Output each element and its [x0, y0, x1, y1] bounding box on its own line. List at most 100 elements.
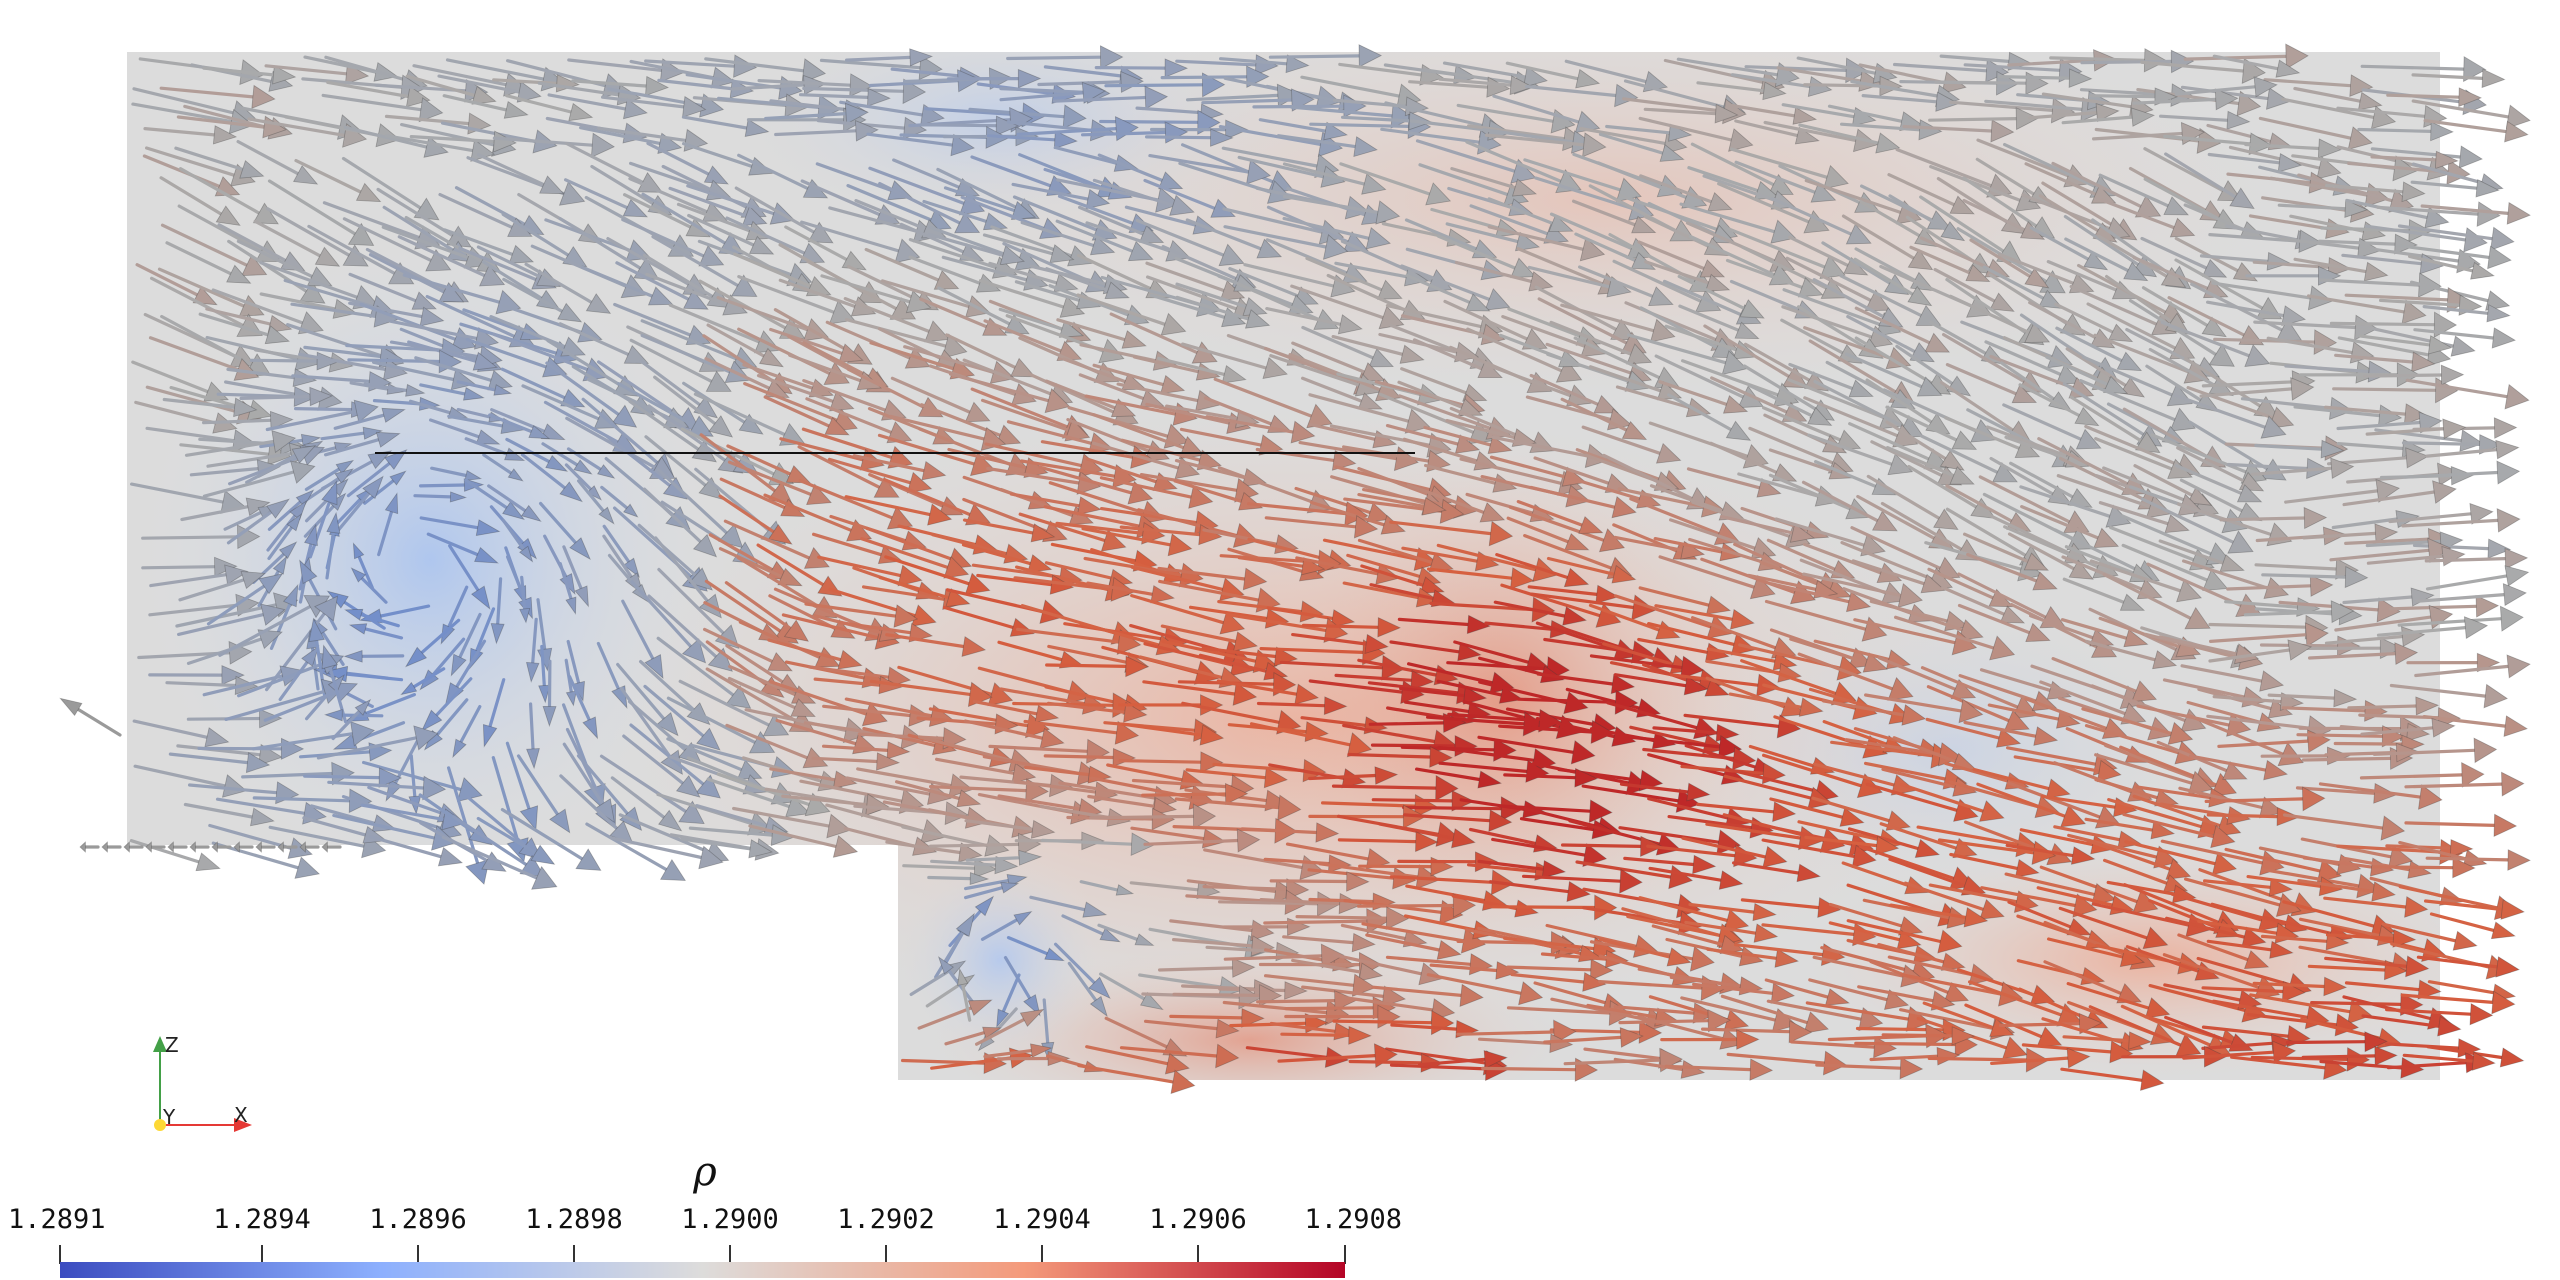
velocity-arrow-head — [2495, 439, 2520, 460]
velocity-arrow-shaft — [1927, 1056, 2029, 1062]
velocity-arrow-shaft — [1258, 118, 1327, 133]
velocity-arrow-shaft — [1748, 384, 1814, 418]
velocity-arrow-head — [101, 841, 108, 853]
velocity-arrow-shaft — [1205, 415, 1295, 434]
velocity-arrow-head — [2130, 107, 2156, 127]
velocity-arrow-shaft — [1002, 242, 1092, 284]
velocity-arrow-head — [1762, 81, 1787, 101]
velocity-arrow-head — [492, 130, 517, 153]
velocity-arrow-shaft — [1399, 686, 1467, 698]
velocity-arrow-shaft — [1445, 222, 1520, 244]
velocity-arrow-shaft — [1404, 218, 1478, 251]
velocity-arrow-head — [1233, 631, 1259, 652]
velocity-arrow-shaft — [2140, 497, 2235, 544]
velocity-arrow-head — [2475, 178, 2500, 198]
velocity-arrow-head — [2349, 74, 2374, 98]
velocity-arrow-shaft — [1037, 80, 1123, 87]
velocity-arrow-shaft — [1988, 514, 2071, 555]
velocity-arrow-head — [908, 704, 933, 727]
velocity-arrow-shaft — [402, 273, 501, 304]
velocity-arrow-head — [1104, 281, 1130, 300]
velocity-arrow-head — [1823, 164, 1849, 190]
velocity-arrow-shaft — [2334, 615, 2433, 632]
velocity-arrow-shaft — [1130, 565, 1225, 592]
velocity-arrow-head — [1611, 564, 1637, 584]
velocity-arrow-shaft — [1331, 335, 1405, 356]
velocity-arrow-shaft — [1537, 297, 1629, 345]
velocity-arrow-shaft — [2062, 577, 2126, 604]
velocity-arrow-shaft — [492, 136, 594, 147]
velocity-arrow-shaft — [1997, 252, 2075, 285]
velocity-arrow-shaft — [1013, 576, 1115, 592]
velocity-arrow-shaft — [2266, 336, 2354, 355]
velocity-arrow-shaft — [1228, 267, 1300, 298]
velocity-arrow-head — [688, 567, 713, 591]
velocity-arrow-shaft — [1397, 380, 1464, 409]
velocity-arrow-head — [1935, 91, 1960, 112]
velocity-arrow-shaft — [1492, 94, 1581, 124]
velocity-arrow-shaft — [602, 524, 631, 564]
velocity-arrow-shaft — [131, 360, 210, 394]
velocity-arrow-shaft — [1644, 260, 1711, 285]
velocity-arrow-shaft — [2061, 115, 2134, 125]
velocity-arrow-head — [294, 856, 321, 879]
velocity-arrow-shaft — [160, 314, 253, 367]
velocity-arrow-shaft — [488, 413, 533, 434]
axis-y-label: Y — [162, 1105, 176, 1129]
velocity-arrow-head — [1555, 358, 1583, 383]
velocity-arrow-head — [1160, 312, 1187, 336]
velocity-arrow-shaft — [2062, 382, 2145, 436]
velocity-arrow-shaft — [2081, 707, 2173, 736]
velocity-arrow-shaft — [1798, 123, 1880, 145]
velocity-arrow-head — [1797, 277, 1824, 298]
velocity-arrow-shaft — [1243, 263, 1336, 288]
velocity-arrow-shaft — [1164, 404, 1239, 421]
velocity-arrow-shaft — [2183, 54, 2288, 61]
velocity-arrow-head — [2195, 392, 2221, 413]
velocity-arrow-head — [1958, 619, 1984, 641]
velocity-arrow-head — [1656, 380, 1683, 401]
velocity-arrow-head — [295, 489, 315, 507]
velocity-arrow-shaft — [226, 510, 273, 545]
velocity-arrow-shaft — [1854, 1041, 1957, 1047]
velocity-arrow-head — [2163, 196, 2190, 216]
velocity-arrow-shaft — [2302, 531, 2378, 540]
velocity-arrow-shaft — [1282, 194, 1380, 215]
velocity-arrow-shaft — [1385, 424, 1460, 446]
velocity-arrow-shaft — [2122, 407, 2209, 458]
velocity-arrow-head — [1323, 121, 1349, 141]
colorbar[interactable]: ρ 1.2891 1.2894 1.2896 1.2898 1.2900 1.2902 1.… — [8, 1149, 1402, 1278]
velocity-arrow-shaft — [1092, 178, 1175, 207]
velocity-arrow-shaft — [798, 93, 870, 100]
velocity-arrow-shaft — [868, 166, 966, 205]
velocity-arrow-shaft — [922, 199, 988, 223]
velocity-arrow-shaft — [597, 126, 688, 142]
velocity-arrow-head — [257, 629, 283, 650]
velocity-arrow-head — [1376, 279, 1403, 300]
velocity-arrow-shaft — [2162, 678, 2246, 699]
velocity-arrow-shaft — [1573, 336, 1661, 380]
velocity-arrow-head — [2374, 523, 2399, 544]
velocity-arrow-shaft — [236, 140, 300, 176]
velocity-arrow-shaft — [2027, 110, 2099, 120]
velocity-arrow-shaft — [1218, 987, 1287, 993]
velocity-arrow-shaft — [815, 162, 893, 192]
velocity-arrow-shaft — [1109, 312, 1199, 355]
orientation-axes[interactable]: Z Y X — [153, 1033, 252, 1132]
velocity-arrow-head — [574, 585, 589, 608]
velocity-arrow-shaft — [1459, 457, 1563, 485]
velocity-arrow-shaft — [1853, 618, 1957, 645]
velocity-arrow-shaft — [1768, 448, 1834, 473]
velocity-arrow-head — [897, 564, 923, 587]
velocity-arrow-shaft — [264, 64, 348, 76]
velocity-arrow-shaft — [1356, 903, 1455, 908]
velocity-arrow-head — [2119, 376, 2145, 398]
velocity-arrow-head — [2394, 642, 2419, 666]
velocity-arrow-shaft — [864, 247, 940, 282]
velocity-arrow-shaft — [1658, 380, 1729, 406]
velocity-arrow-head — [1864, 289, 1891, 312]
velocity-arrow-shaft — [1907, 464, 1978, 509]
velocity-arrow-shaft — [2293, 405, 2382, 418]
velocity-arrow-head — [516, 81, 542, 103]
